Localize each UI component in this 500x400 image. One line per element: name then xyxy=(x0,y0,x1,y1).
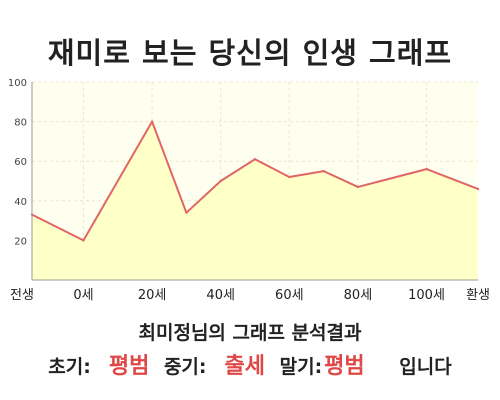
early-value: 평범 xyxy=(108,354,150,379)
x-tick-label: 40세 xyxy=(206,288,235,303)
page-title: 재미로 보는 당신의 인생 그래프 xyxy=(47,36,453,70)
late-value: 평범 xyxy=(324,354,365,379)
x-tick-label: 60세 xyxy=(275,288,304,303)
data-point xyxy=(185,211,188,214)
late-label: 말기: xyxy=(279,356,323,378)
y-tick-label: 100 xyxy=(8,78,27,89)
x-tick-label: 20세 xyxy=(138,288,167,303)
data-point xyxy=(219,179,222,183)
data-point xyxy=(150,120,154,123)
data-point xyxy=(288,175,291,179)
result-subtitle: 최미정님의 그래프 분석결과 xyxy=(138,322,362,344)
x-tick-label: 80세 xyxy=(344,288,373,303)
series-area xyxy=(32,121,478,280)
x-tick-label: 0세 xyxy=(73,288,93,303)
early-label: 초기: xyxy=(48,356,91,378)
data-point xyxy=(82,239,85,242)
y-tick-label: 20 xyxy=(14,236,27,247)
x-tick-label: 전생 xyxy=(10,288,34,303)
data-point xyxy=(476,187,480,191)
result-suffix: 입니다 xyxy=(399,356,452,378)
y-tick-label: 80 xyxy=(14,118,27,129)
result-summary: 초기: 평범 중기: 출세 말기:평범 입니다 xyxy=(0,348,500,380)
life-graph-chart: 20 40 60 80 100 전생 0세 20세 40세 60세 80세 100세 환생 xyxy=(8,78,490,303)
y-tick-label: 40 xyxy=(14,197,27,208)
x-tick-label: 100세 xyxy=(408,288,445,303)
x-tick-label: 환생 xyxy=(466,288,490,303)
data-point xyxy=(356,185,360,189)
mid-value: 출세 xyxy=(224,354,265,379)
mid-label: 중기: xyxy=(163,356,207,378)
data-point xyxy=(425,167,428,171)
y-tick-label: 60 xyxy=(14,157,27,168)
data-point xyxy=(253,158,257,161)
data-point xyxy=(322,169,325,173)
